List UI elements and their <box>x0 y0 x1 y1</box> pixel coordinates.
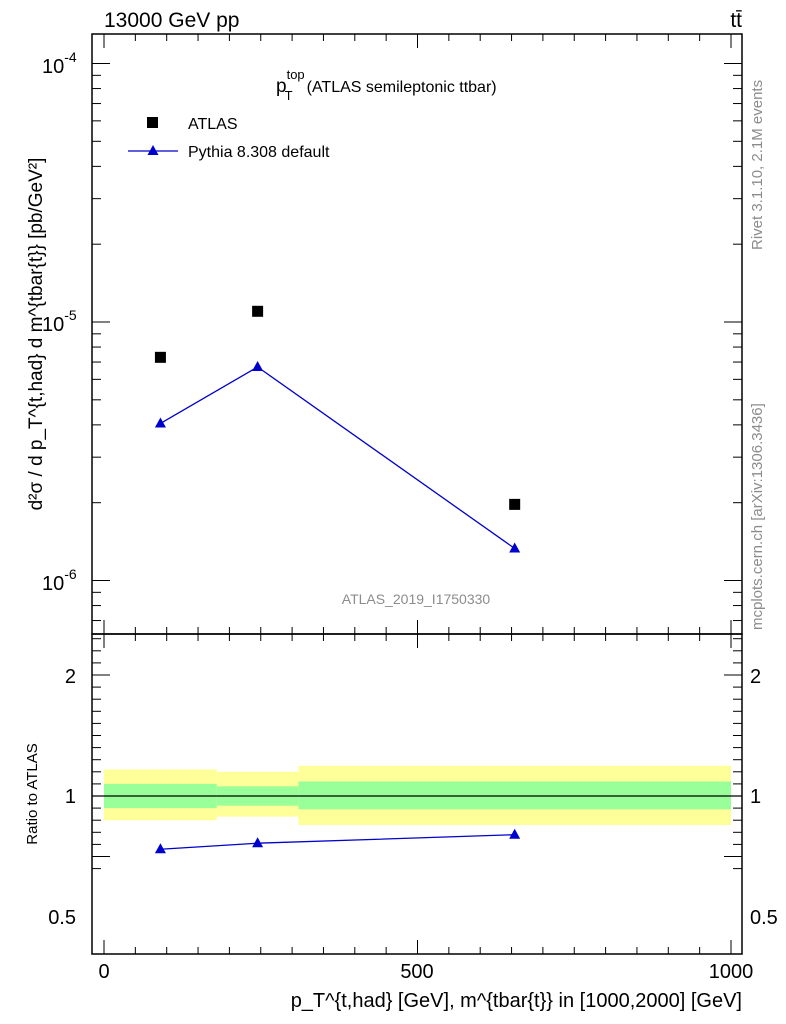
pythia-ratio-point <box>154 843 166 854</box>
legend-atlas-marker <box>147 117 158 128</box>
rivet-version-label: Rivet 3.1.10, 2.1M events <box>749 80 766 250</box>
pythia-main-point <box>252 360 264 371</box>
xtick-label-500: 500 <box>400 961 433 983</box>
energy-label: 13000 GeV pp <box>104 9 239 32</box>
ratio-band-inner-2 <box>298 781 731 810</box>
plot-title: ptop T (ATLAS semileptonic ttbar) <box>276 67 497 103</box>
pythia-ratio-point <box>509 828 521 839</box>
xtick-label-0: 0 <box>98 961 109 983</box>
axis-ticks <box>92 34 742 954</box>
legend-pythia-marker <box>147 145 159 155</box>
ratio-ytick-1-left: 1 <box>65 786 76 808</box>
atlas-data-point <box>154 351 166 363</box>
ratio-bands <box>104 765 731 826</box>
ytick-label-1e-5: 10-5 <box>42 307 77 336</box>
pythia-main-line <box>160 366 516 550</box>
ratio-ylabel: Ratio to ATLAS <box>24 743 41 844</box>
process-label: tt̄ <box>730 9 742 32</box>
analysis-watermark: ATLAS_2019_I1750330 <box>342 591 491 607</box>
pythia-ratio-line <box>160 834 515 850</box>
ratio-ytick-1-right: 1 <box>750 786 761 808</box>
legend-atlas-label: ATLAS <box>188 116 238 133</box>
ytick-label-1e-6: 10-6 <box>42 566 77 595</box>
ratio-ytick-2-left: 2 <box>65 666 76 688</box>
pythia-main-point <box>509 542 521 553</box>
ratio-ytick-2-right: 2 <box>750 666 761 688</box>
series-layer <box>154 305 521 854</box>
main-ylabel: d²σ / d p_T^{t,had} d m^{tbar{t}} [pb/Ge… <box>26 158 47 511</box>
mcplots-label: mcplots.cern.ch [arXiv:1306.3436] <box>749 403 766 630</box>
pythia-ratio-point <box>252 837 264 848</box>
ytick-label-1e-4: 10-4 <box>42 49 77 78</box>
atlas-data-point <box>252 305 264 317</box>
legend-pythia-label: Pythia 8.308 default <box>188 144 330 161</box>
pythia-main-point <box>154 417 166 428</box>
xaxis-label: p_T^{t,had} [GeV], m^{tbar{t}} in [1000,… <box>291 990 742 1012</box>
ratio-ytick-05-left: 0.5 <box>48 907 76 929</box>
ratio-ytick-05-right: 0.5 <box>750 907 778 929</box>
atlas-data-point <box>509 498 521 510</box>
xtick-label-1000: 1000 <box>709 961 754 983</box>
